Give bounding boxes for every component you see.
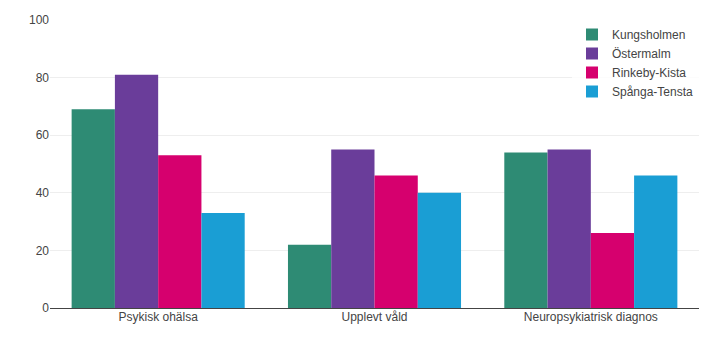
svg-text:Kungsholmen: Kungsholmen [612,28,685,42]
svg-text:Östermalm: Östermalm [612,47,671,61]
svg-text:Upplevt våld: Upplevt våld [341,310,407,324]
svg-text:0: 0 [42,301,49,315]
svg-text:Psykisk ohälsa: Psykisk ohälsa [118,310,198,324]
svg-text:60: 60 [36,128,50,142]
svg-text:100: 100 [29,13,49,27]
svg-text:80: 80 [36,71,50,85]
svg-text:Spånga-Tensta: Spånga-Tensta [612,85,693,99]
svg-text:40: 40 [36,186,50,200]
svg-text:20: 20 [36,244,50,258]
svg-text:Neuropsykiatrisk diagnos: Neuropsykiatrisk diagnos [524,310,658,324]
svg-text:Rinkeby-Kista: Rinkeby-Kista [612,66,686,80]
